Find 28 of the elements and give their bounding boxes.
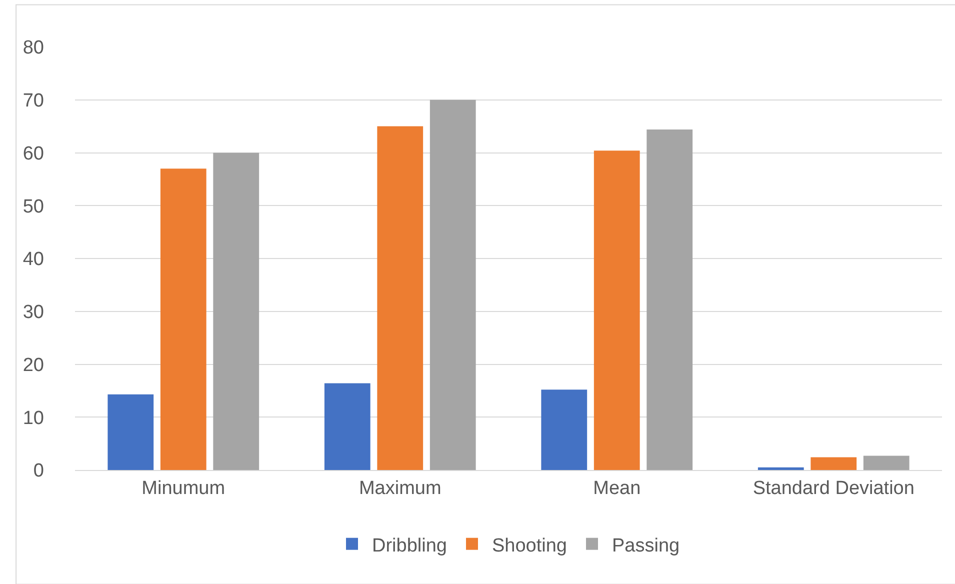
bar bbox=[594, 150, 640, 470]
bar bbox=[758, 467, 804, 470]
y-tick-label: 70 bbox=[22, 90, 44, 112]
y-tick-label: 30 bbox=[22, 302, 44, 324]
bar bbox=[541, 390, 588, 470]
x-tick-label: Maximum bbox=[358, 478, 442, 499]
x-tick-label: Mean bbox=[593, 478, 641, 499]
y-tick-label: 60 bbox=[22, 143, 44, 164]
bar bbox=[324, 383, 370, 470]
bar bbox=[213, 152, 260, 470]
y-tick-label: 80 bbox=[22, 38, 44, 59]
bar bbox=[160, 168, 206, 470]
x-tick-label: Minumum bbox=[142, 478, 226, 499]
legend-label: Shooting bbox=[492, 535, 567, 556]
y-tick-label: 20 bbox=[22, 354, 44, 376]
bar bbox=[646, 129, 693, 470]
y-tick-label: 40 bbox=[22, 249, 44, 270]
y-tick-label: 0 bbox=[33, 460, 44, 482]
bar bbox=[863, 456, 910, 470]
y-tick-label: 10 bbox=[22, 408, 44, 429]
legend-label: Dribbling bbox=[372, 535, 447, 556]
legend-label: Passing bbox=[612, 535, 680, 556]
bar bbox=[430, 100, 476, 470]
bar bbox=[108, 394, 154, 470]
y-tick-label: 50 bbox=[22, 196, 44, 218]
bar bbox=[810, 457, 857, 470]
bar bbox=[377, 126, 424, 470]
x-tick-label: Standard Deviation bbox=[752, 478, 914, 499]
